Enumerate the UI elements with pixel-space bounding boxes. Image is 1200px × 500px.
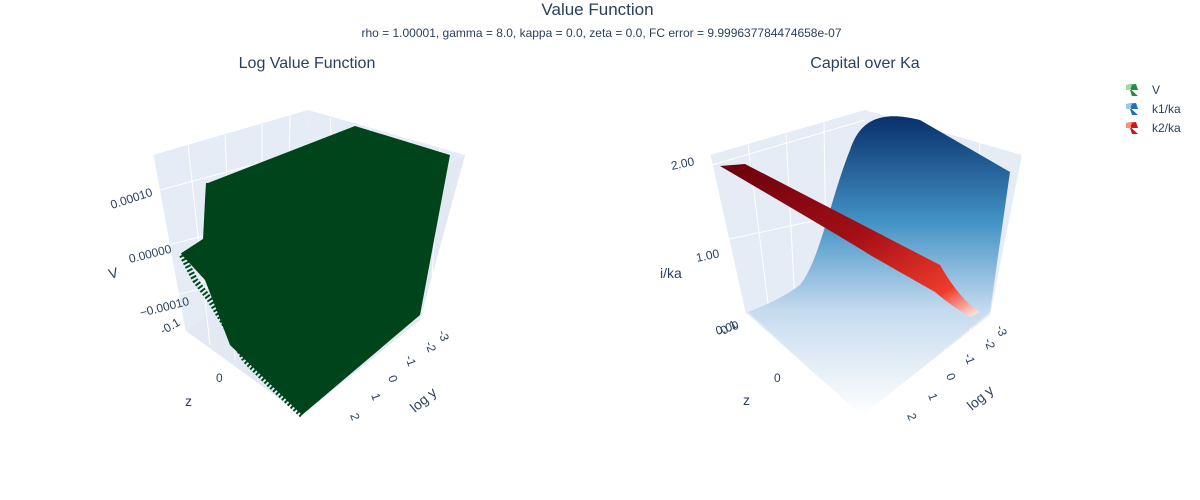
legend-swatch-k2 xyxy=(1126,121,1138,134)
left-x-tick-3: -1 xyxy=(402,353,419,368)
right-y-axis-label: z xyxy=(743,392,750,408)
right-z-tick-2: 1.00 xyxy=(695,246,721,265)
right-x-tick-4: 0 xyxy=(943,371,959,382)
right-scene[interactable]: 2.00 1.00 0.00 i/ka -0.1 0 z -3 -2 -1 0 … xyxy=(660,110,1022,423)
right-x-tick-1: -3 xyxy=(993,323,1010,338)
left-x-tick-6: 2 xyxy=(347,411,363,422)
figure-subtitle: rho = 1.00001, gamma = 8.0, kappa = 0.0,… xyxy=(361,26,842,40)
v-surface[interactable] xyxy=(182,126,450,415)
legend-item-k2[interactable]: k2/ka xyxy=(1124,118,1181,137)
left-x-axis-label: log y xyxy=(407,384,440,415)
k1-surface[interactable] xyxy=(748,116,1010,416)
left-x-tick-5: 1 xyxy=(368,391,384,402)
legend-label-k2: k2/ka xyxy=(1152,120,1181,135)
left-subplot-title: Log Value Function xyxy=(238,55,376,72)
left-x-tick-2: -2 xyxy=(422,339,439,354)
k2-surface[interactable] xyxy=(720,164,980,317)
legend-swatch-k1 xyxy=(1126,102,1138,115)
right-z-axis-label: i/ka xyxy=(660,265,682,281)
right-x-tick-3: -1 xyxy=(961,351,978,366)
legend-item-k1[interactable]: k1/ka xyxy=(1124,99,1181,118)
legend-label-v: V xyxy=(1152,82,1161,97)
left-scene[interactable]: 0.00010 0.00000 −0.00010 V -0.1 0 z -3 -… xyxy=(107,110,465,423)
left-y-tick-2: 0 xyxy=(216,371,223,385)
left-y-axis-label: z xyxy=(185,393,192,409)
right-x-axis-label: log y xyxy=(964,382,997,413)
right-z-tick-3: 0.00 xyxy=(714,318,741,338)
right-z-tick-1: 2.00 xyxy=(670,154,696,173)
left-x-tick-4: 0 xyxy=(385,373,401,384)
legend-swatch-v xyxy=(1126,83,1138,96)
legend-item-v[interactable]: V xyxy=(1124,80,1181,99)
left-x-tick-1: -3 xyxy=(435,328,452,343)
left-z-tick-2: 0.00000 xyxy=(127,242,173,266)
figure-title: Value Function xyxy=(541,0,654,19)
legend-label-k1: k1/ka xyxy=(1152,101,1181,116)
left-y-tick-1: -0.1 xyxy=(158,315,183,338)
right-x-tick-6: 2 xyxy=(904,411,920,422)
left-z-tick-1: 0.00010 xyxy=(109,185,155,212)
left-z-axis-label: V xyxy=(107,264,121,282)
right-subplot-title: Capital over Ka xyxy=(810,55,920,72)
right-x-tick-5: 1 xyxy=(925,391,941,402)
right-y-tick-2: 0 xyxy=(774,371,781,385)
legend: V k1/ka k2/ka xyxy=(1124,80,1181,137)
right-x-tick-2: -2 xyxy=(981,336,998,351)
